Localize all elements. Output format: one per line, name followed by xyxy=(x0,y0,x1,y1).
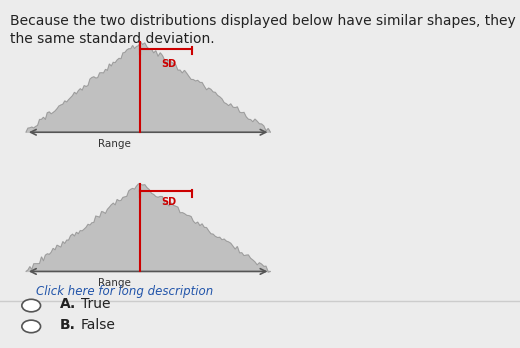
Text: False: False xyxy=(81,318,115,332)
Polygon shape xyxy=(26,184,270,272)
Text: B.: B. xyxy=(60,318,76,332)
Text: SD: SD xyxy=(161,59,177,69)
Circle shape xyxy=(22,299,41,312)
Polygon shape xyxy=(26,42,270,132)
Text: Click here for long description: Click here for long description xyxy=(36,285,213,298)
Text: SD: SD xyxy=(161,197,177,207)
Text: True: True xyxy=(81,298,110,311)
Text: Because the two distributions displayed below have similar shapes, they have
the: Because the two distributions displayed … xyxy=(10,14,520,46)
Text: Range: Range xyxy=(98,278,131,288)
Text: A.: A. xyxy=(60,298,76,311)
Circle shape xyxy=(22,320,41,333)
Text: Range: Range xyxy=(98,139,131,149)
